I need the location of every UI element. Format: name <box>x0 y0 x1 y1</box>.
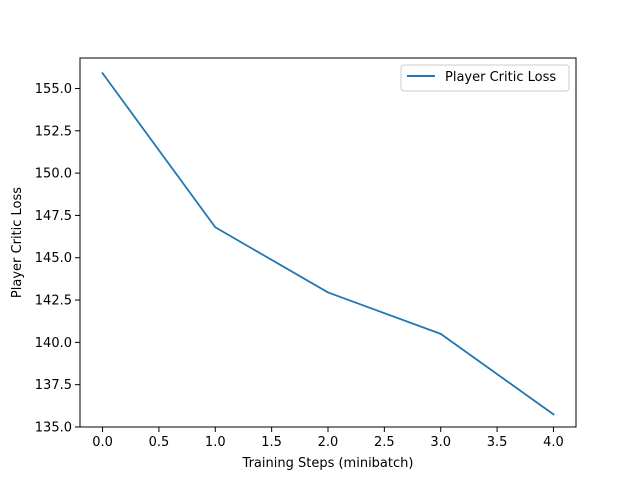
y-tick-label: 142.5 <box>35 294 72 309</box>
legend-entry-label: Player Critic Loss <box>445 70 556 85</box>
y-axis-label: Player Critic Loss <box>10 187 25 298</box>
data-point <box>327 291 329 294</box>
data-point <box>439 333 442 335</box>
x-tick-label: 3.5 <box>487 435 508 450</box>
y-axis: 135.0 137.5 140.0 142.5 145.0 147.5 150.0 152.5… <box>35 82 80 436</box>
x-tick-label: 1.5 <box>261 435 282 450</box>
data-point <box>214 226 217 229</box>
x-tick-label: 2.5 <box>374 435 395 450</box>
y-tick-label: 147.5 <box>35 209 72 224</box>
y-tick-label: 145.0 <box>35 251 72 266</box>
y-tick-label: 135.0 <box>35 421 72 436</box>
legend-box <box>400 64 570 92</box>
y-tick-label: 140.0 <box>35 336 72 351</box>
x-axis-label: Training Steps (minibatch) <box>242 456 414 471</box>
x-tick-label: 3.0 <box>430 435 451 450</box>
y-tick-label: 152.5 <box>35 124 72 139</box>
y-tick-label: 150.0 <box>35 167 72 182</box>
x-tick-label: 4.0 <box>543 435 564 450</box>
data-point <box>552 413 555 416</box>
x-tick-label: 0.0 <box>92 435 113 450</box>
x-tick-label: 2.0 <box>318 435 339 450</box>
legend: Player Critic Loss <box>400 64 570 92</box>
data-point <box>101 72 104 75</box>
x-axis: 0.0 0.5 1.0 1.5 2.0 2.5 3.0 3.5 4.0 <box>92 427 564 450</box>
y-tick-label: 137.5 <box>35 378 72 393</box>
x-tick-label: 0.5 <box>149 435 170 450</box>
y-tick-label: 155.0 <box>35 82 72 97</box>
x-tick-label: 1.0 <box>205 435 226 450</box>
series-layer <box>101 71 555 416</box>
